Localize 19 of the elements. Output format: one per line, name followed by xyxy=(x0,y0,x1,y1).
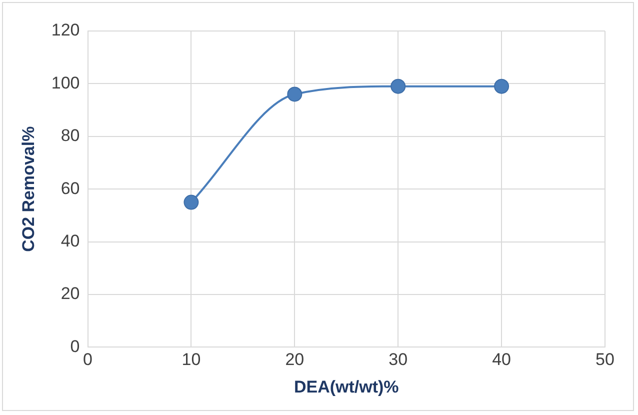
y-tick-label: 120 xyxy=(51,20,80,40)
x-tick-label: 50 xyxy=(596,350,614,370)
y-tick-label: 100 xyxy=(51,73,80,92)
x-tick-label: 30 xyxy=(388,350,408,370)
y-tick-label: 80 xyxy=(60,126,80,146)
y-tick-label: 60 xyxy=(60,178,80,198)
point xyxy=(494,78,510,94)
x-tick-label: 10 xyxy=(182,350,201,370)
point xyxy=(390,78,406,94)
x-tick-label: 20 xyxy=(285,350,304,370)
x-tick-label: 0 xyxy=(83,350,92,370)
y-tick-label: 20 xyxy=(60,284,80,304)
y-tick-label: 40 xyxy=(60,231,80,250)
y-tick-label: 0 xyxy=(70,336,80,356)
x-tick-label: 40 xyxy=(492,350,512,370)
point xyxy=(184,194,199,210)
y-axis-title: CO2 Removal% xyxy=(18,126,38,252)
point xyxy=(287,86,302,102)
x-axis-title: DEA(wt/wt)% xyxy=(294,377,399,396)
